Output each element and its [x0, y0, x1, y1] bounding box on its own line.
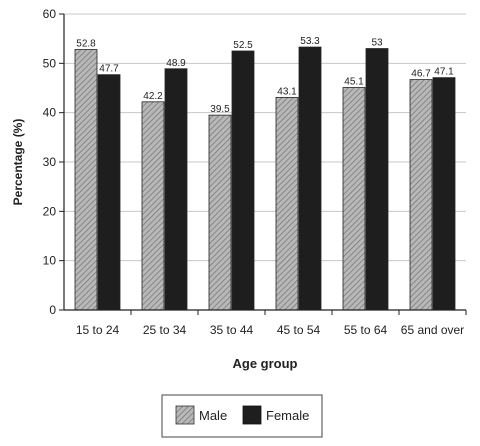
bar-female: [432, 77, 456, 311]
data-label: 39.5: [210, 104, 230, 115]
bar-male: [275, 96, 299, 311]
x-tick-label: 65 and over: [401, 323, 464, 337]
y-axis-label: Percentage (%): [11, 119, 25, 206]
data-label: 53.3: [300, 36, 320, 47]
x-tick-label: 55 to 64: [344, 323, 388, 337]
data-label: 52.5: [233, 40, 253, 51]
data-label: 52.8: [76, 39, 96, 50]
bar-male: [141, 101, 165, 311]
data-label: 43.1: [277, 86, 297, 97]
gridlines: [64, 13, 466, 262]
legend: Male Female: [161, 394, 323, 438]
data-label: 47.1: [434, 67, 454, 78]
bar-male: [342, 87, 366, 311]
axes: 0 10 20 30 40 50 60 15 to 24 25 to 34 35 to 44 45 …: [43, 7, 467, 337]
bar-male: [409, 79, 433, 311]
legend-swatch-male: [175, 405, 195, 425]
data-label: 53: [371, 38, 383, 49]
data-label: 46.7: [411, 69, 431, 80]
data-label: 42.2: [143, 91, 163, 102]
bar-female: [365, 48, 389, 311]
x-axis-label: Age group: [233, 356, 298, 371]
bar-female: [231, 50, 255, 311]
bar-female: [164, 68, 188, 311]
bar-male: [208, 114, 232, 311]
bar-female: [298, 46, 322, 311]
y-tick-label: 60: [43, 7, 57, 21]
y-tick-label: 30: [43, 155, 57, 169]
x-tick-label: 15 to 24: [76, 323, 120, 337]
bar-female: [97, 74, 121, 311]
y-tick-label: 0: [49, 303, 56, 317]
bar-male: [74, 49, 98, 311]
data-label: 47.7: [99, 64, 119, 75]
y-tick-label: 20: [43, 204, 57, 218]
legend-label-male: Male: [199, 408, 227, 423]
data-label: 48.9: [166, 58, 186, 69]
x-tick-label: 45 to 54: [277, 323, 321, 337]
legend-swatch-female: [242, 405, 262, 425]
x-tick-label: 25 to 34: [143, 323, 187, 337]
data-label: 45.1: [344, 77, 364, 88]
y-tick-label: 50: [43, 56, 57, 70]
y-tick-label: 40: [43, 106, 57, 120]
bars: 52.8 47.7 42.2 48.9 39.5 52.5 43.1 53.3 45.1 53 46…: [74, 36, 456, 311]
x-tick-label: 35 to 44: [210, 323, 254, 337]
legend-label-female: Female: [266, 408, 309, 423]
y-tick-label: 10: [43, 254, 57, 268]
